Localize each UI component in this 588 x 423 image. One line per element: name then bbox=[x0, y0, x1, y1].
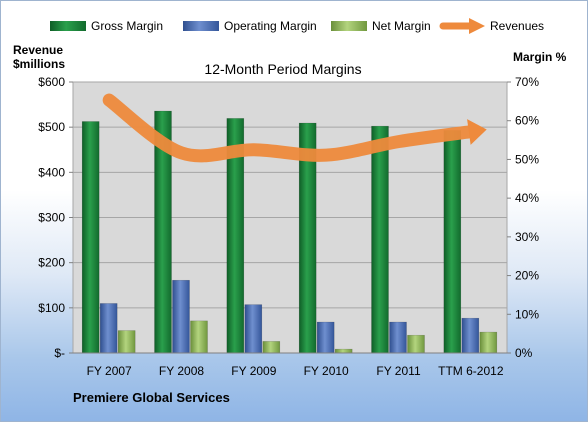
chart-title: 12-Month Period Margins bbox=[204, 61, 361, 77]
legend-swatch-operating-margin bbox=[183, 21, 219, 31]
right-tick-label: 60% bbox=[515, 114, 539, 128]
legend-swatch-net-margin bbox=[331, 21, 367, 31]
left-tick-label: $100 bbox=[38, 301, 65, 315]
left-tick-label: $400 bbox=[38, 165, 65, 179]
x-axis: FY 2007 FY 2008 FY 2009 FY 2010 FY 2011 TTM 6… bbox=[73, 353, 507, 378]
legend-label-operating-margin: Operating Margin bbox=[224, 19, 317, 33]
operating-margin-bar bbox=[173, 280, 190, 353]
legend-arrowhead-revenues bbox=[469, 18, 485, 34]
left-tick-label: $- bbox=[54, 346, 65, 360]
net-margin-bar bbox=[335, 349, 352, 353]
left-axis-label-line2: $millions bbox=[13, 57, 65, 71]
x-tick-label: TTM 6-2012 bbox=[438, 364, 504, 378]
right-tick-label: 40% bbox=[515, 191, 539, 205]
right-tick-label: 0% bbox=[515, 346, 533, 360]
right-axis: 0% 10% 20% 30% 40% 50% 60% 70% bbox=[507, 75, 539, 360]
right-tick-label: 10% bbox=[515, 307, 539, 321]
right-tick-label: 20% bbox=[515, 269, 539, 283]
operating-margin-bar bbox=[245, 305, 262, 353]
x-tick-label: FY 2008 bbox=[159, 364, 204, 378]
x-tick-label: FY 2010 bbox=[304, 364, 349, 378]
x-tick-label: FY 2007 bbox=[87, 364, 132, 378]
x-tick-label: FY 2009 bbox=[231, 364, 276, 378]
net-margin-bar bbox=[408, 335, 425, 353]
left-tick-label: $500 bbox=[38, 120, 65, 134]
left-axis-label-line1: Revenue bbox=[13, 43, 63, 57]
gross-margin-bar bbox=[82, 121, 99, 353]
right-tick-label: 70% bbox=[515, 75, 539, 89]
net-margin-bar bbox=[263, 341, 280, 353]
legend-label-revenues: Revenues bbox=[490, 19, 544, 33]
gross-margin-bar bbox=[444, 130, 461, 353]
company-name: Premiere Global Services bbox=[73, 390, 230, 405]
operating-margin-bar bbox=[462, 318, 479, 353]
legend-swatch-gross-margin bbox=[50, 21, 86, 31]
left-axis: $- $100 $200 $300 $400 $500 $600 bbox=[38, 75, 73, 360]
gross-margin-bar bbox=[372, 126, 389, 353]
net-margin-bar bbox=[118, 331, 135, 353]
right-tick-label: 30% bbox=[515, 230, 539, 244]
operating-margin-bar bbox=[317, 322, 334, 353]
legend-label-gross-margin: Gross Margin bbox=[91, 19, 163, 33]
left-tick-label: $300 bbox=[38, 211, 65, 225]
net-margin-bar bbox=[191, 321, 208, 353]
net-margin-bar bbox=[480, 332, 497, 353]
legend: Gross Margin Operating Margin Net Margin… bbox=[50, 18, 544, 34]
operating-margin-bar bbox=[100, 303, 117, 353]
legend-label-net-margin: Net Margin bbox=[372, 19, 431, 33]
right-tick-label: 50% bbox=[515, 152, 539, 166]
left-tick-label: $200 bbox=[38, 256, 65, 270]
x-tick-label: FY 2011 bbox=[376, 364, 421, 378]
operating-margin-bar bbox=[390, 322, 407, 353]
right-axis-label: Margin % bbox=[513, 50, 567, 64]
left-tick-label: $600 bbox=[38, 75, 65, 89]
